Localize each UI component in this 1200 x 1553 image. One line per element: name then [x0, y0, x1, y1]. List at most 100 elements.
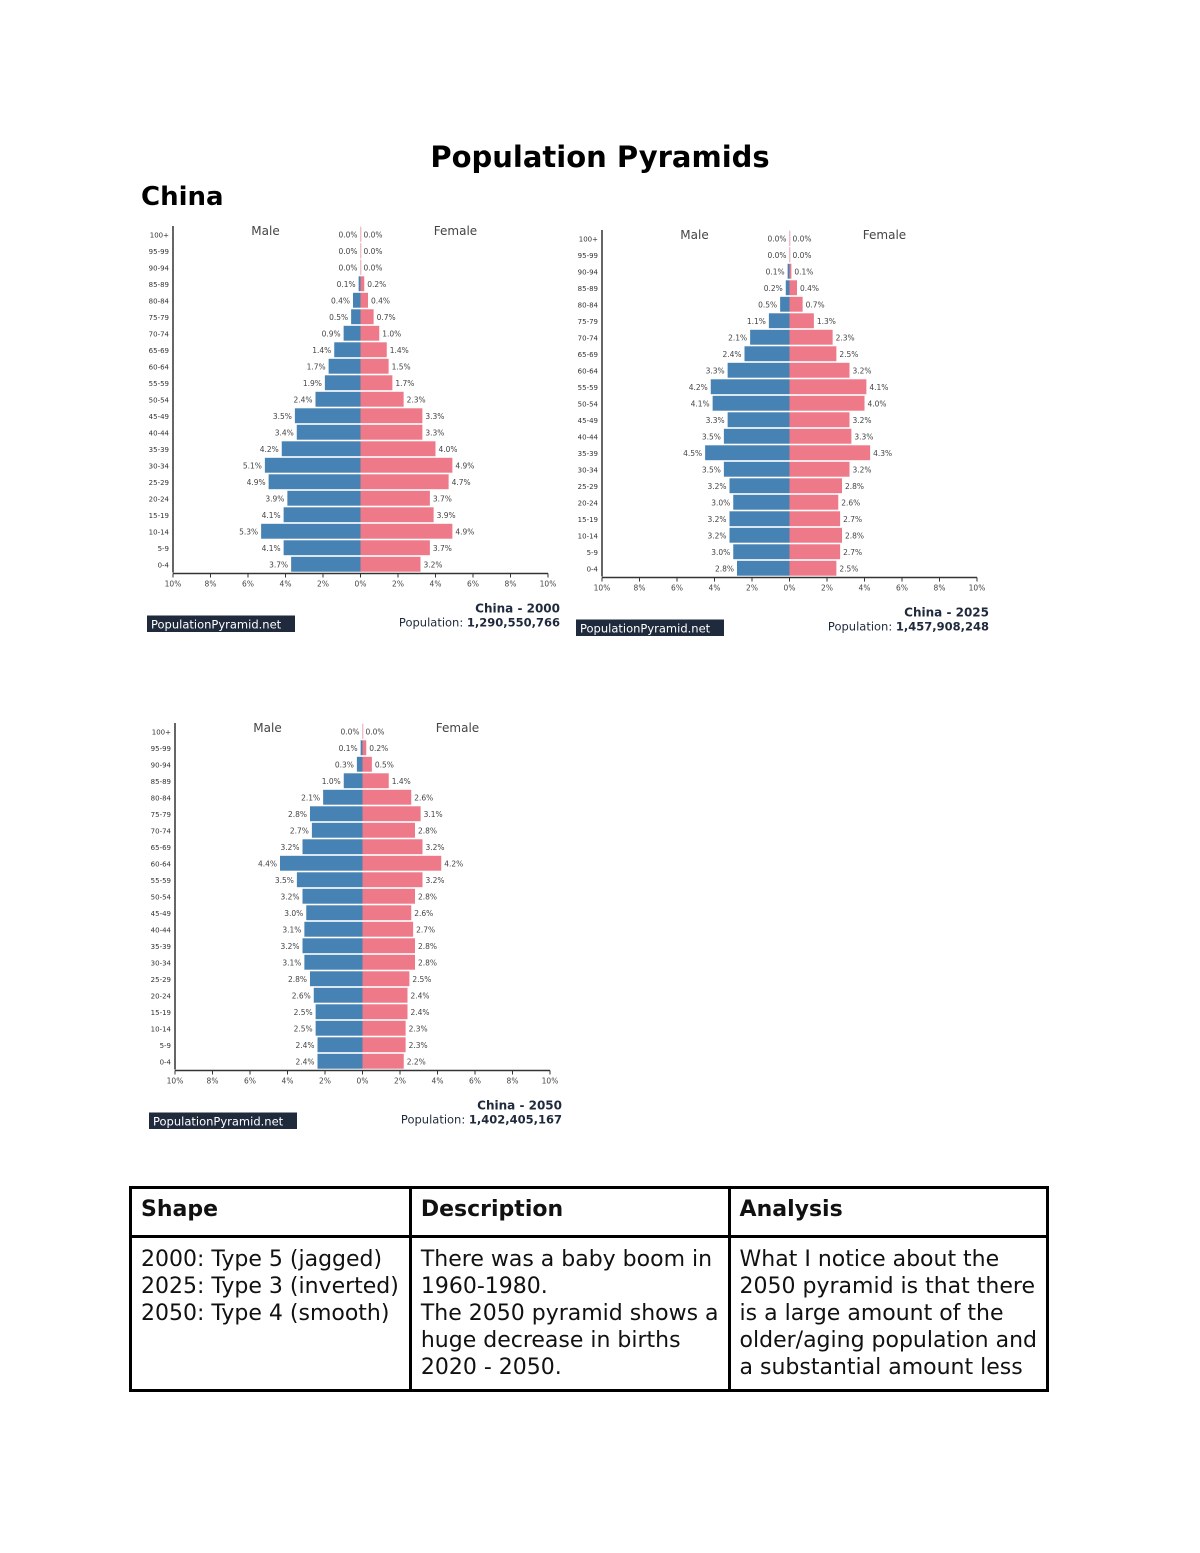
female-bar: [360, 391, 404, 407]
logo-text: PopulationPyramid.net: [153, 1115, 284, 1129]
age-label: 20-24: [149, 495, 170, 503]
female-bar: [789, 428, 852, 444]
x-tick-label: 8%: [507, 1077, 519, 1086]
female-bar: [362, 954, 415, 970]
female-value-label: 2.4%: [411, 1008, 430, 1017]
female-bar: [789, 247, 791, 263]
female-bar: [789, 461, 850, 477]
female-bar: [360, 523, 453, 539]
female-bar: [789, 280, 797, 296]
female-value-label: 2.5%: [839, 350, 858, 359]
age-label: 65-69: [149, 347, 169, 355]
female-bar: [360, 358, 389, 374]
male-bar: [733, 544, 790, 560]
cell-line: 2050: Type 4 (smooth): [141, 1301, 390, 1326]
x-tick-label: 4%: [282, 1077, 294, 1086]
male-bar: [787, 263, 790, 279]
female-bar: [362, 723, 364, 739]
age-label: 45-49: [149, 413, 169, 421]
age-label: 40-44: [149, 429, 170, 437]
female-bar: [360, 292, 368, 308]
cell-shape: 2000: Type 5 (jagged) 2025: Type 3 (inve…: [129, 1235, 412, 1392]
male-value-label: 2.4%: [295, 1041, 314, 1050]
age-label: 60-64: [578, 367, 599, 375]
female-value-label: 4.7%: [452, 478, 471, 487]
female-value-label: 3.2%: [853, 465, 872, 474]
female-value-label: 0.7%: [806, 300, 825, 309]
female-bar: [360, 457, 453, 473]
male-value-label: 3.0%: [284, 909, 303, 918]
female-value-label: 2.8%: [845, 482, 864, 491]
male-value-label: 1.4%: [312, 346, 331, 355]
age-label: 15-19: [149, 512, 169, 520]
cell-line: is a large amount of the: [739, 1301, 1004, 1326]
female-bar: [362, 855, 442, 871]
x-tick-label: 4%: [280, 580, 292, 589]
x-tick-label: 4%: [709, 584, 721, 593]
male-value-label: 3.2%: [707, 531, 726, 540]
age-label: 55-59: [149, 380, 169, 388]
female-value-label: 1.4%: [390, 346, 409, 355]
male-value-label: 0.5%: [758, 300, 777, 309]
male-bar: [343, 325, 361, 341]
age-label: 85-89: [151, 778, 171, 786]
male-value-label: 4.1%: [691, 399, 710, 408]
female-bar: [789, 362, 850, 378]
male-value-label: 3.0%: [711, 498, 730, 507]
age-label: 70-74: [151, 827, 172, 835]
age-label: 10-14: [149, 528, 170, 536]
female-bar: [362, 822, 415, 838]
female-value-label: 0.0%: [793, 234, 812, 243]
female-bar: [789, 478, 842, 494]
female-bar: [362, 971, 410, 987]
logo-box: [576, 619, 724, 636]
male-bar: [729, 478, 790, 494]
female-value-label: 1.0%: [382, 329, 401, 338]
female-value-label: 2.8%: [418, 958, 437, 967]
x-tick-label: 0%: [357, 1077, 369, 1086]
female-bar: [362, 839, 423, 855]
male-bar: [705, 445, 790, 461]
female-bar: [789, 544, 841, 560]
female-bar: [362, 888, 415, 904]
female-value-label: 2.8%: [418, 892, 437, 901]
male-bar: [304, 954, 363, 970]
male-value-label: 0.3%: [335, 760, 354, 769]
x-tick-label: 4%: [430, 580, 442, 589]
x-tick-label: 10%: [165, 580, 182, 589]
male-value-label: 2.7%: [290, 826, 309, 835]
logo-text: PopulationPyramid.net: [151, 618, 282, 632]
male-value-label: 2.4%: [295, 1057, 314, 1066]
age-label: 70-74: [578, 334, 599, 342]
age-label: 20-24: [151, 992, 172, 1000]
age-label: 90-94: [149, 264, 170, 272]
population-text: Population: 1,290,550,766: [399, 616, 560, 630]
male-bar: [324, 375, 361, 391]
age-label: 20-24: [578, 499, 599, 507]
male-value-label: 1.1%: [747, 317, 766, 326]
female-bar: [362, 987, 408, 1003]
age-label: 80-84: [151, 794, 172, 802]
female-value-label: 2.8%: [845, 531, 864, 540]
age-label: 60-64: [151, 860, 172, 868]
female-bar: [789, 263, 792, 279]
male-bar: [723, 461, 790, 477]
age-label: 30-34: [578, 466, 599, 474]
cell-line: 2000: Type 5 (jagged): [141, 1247, 383, 1272]
logo-box: [149, 1112, 297, 1129]
male-value-label: 4.5%: [683, 449, 702, 458]
female-bar: [360, 259, 362, 275]
x-tick-label: 6%: [469, 1077, 481, 1086]
female-bar: [789, 445, 871, 461]
population-value: 1,402,405,167: [469, 1113, 562, 1127]
female-bar: [362, 806, 421, 822]
male-value-label: 1.7%: [307, 362, 326, 371]
male-value-label: 0.1%: [337, 280, 356, 289]
male-bar: [768, 313, 790, 329]
female-value-label: 0.4%: [800, 284, 819, 293]
x-tick-label: 6%: [896, 584, 908, 593]
age-label: 85-89: [578, 285, 598, 293]
female-bar: [362, 1053, 404, 1069]
x-tick-label: 2%: [317, 580, 329, 589]
female-bar: [362, 756, 372, 772]
